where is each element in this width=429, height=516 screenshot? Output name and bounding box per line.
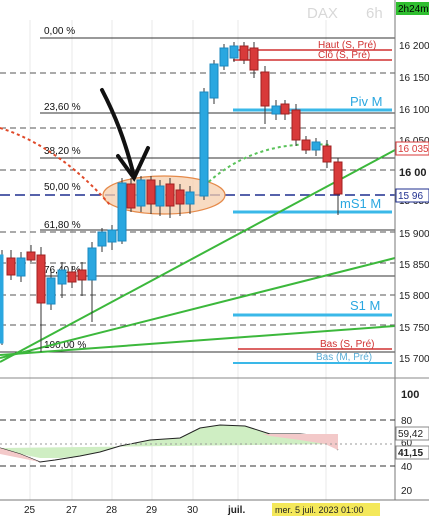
- red-dotted-curve: [0, 127, 111, 206]
- pivot-levels: [233, 108, 392, 317]
- osc-tick: 20: [401, 486, 413, 497]
- label-pivm: Piv M: [350, 94, 383, 109]
- price-tick: 15 850: [399, 260, 429, 271]
- osc-tag-b-text: 41,15: [398, 448, 423, 459]
- oscillator-pane: [0, 419, 395, 467]
- instrument-timeframe: 6h: [366, 5, 383, 22]
- price-tick: 15 750: [399, 323, 429, 334]
- price-tick: 16 150: [399, 73, 429, 84]
- osc-tick: 60: [401, 438, 413, 449]
- blue-price-tag: [395, 188, 429, 203]
- time-tick: 30: [187, 505, 199, 516]
- fib-label-0: 0,00 %: [44, 26, 75, 37]
- fib-label-382: 38,20 %: [44, 146, 81, 157]
- label-clo: Clô (S, Pré): [318, 50, 370, 61]
- clock-text: 2h24m: [398, 4, 429, 15]
- fib-label-100: 100,00 %: [44, 340, 86, 351]
- time-tick: 29: [146, 505, 158, 516]
- blue-price-text: 15 96: [398, 191, 423, 202]
- horizontal-grid: [0, 72, 395, 326]
- time-tick: juil.: [227, 505, 245, 516]
- fib-lines: [0, 37, 395, 353]
- osc-tag-b: [395, 445, 429, 460]
- osc-axis-ticks: 100 80 60 40 20: [401, 389, 419, 497]
- current-price-tag: [395, 141, 429, 156]
- current-price-text: 16 035: [398, 144, 429, 155]
- osc-tick: 100: [401, 389, 419, 401]
- time-tick: 27: [66, 505, 78, 516]
- time-cursor-text: mer. 5 juil. 2023 01:00: [275, 505, 364, 515]
- osc-tick: 80: [401, 416, 413, 427]
- time-tick: 25: [24, 505, 36, 516]
- time-tick: 28: [106, 505, 118, 516]
- price-tick: 15 700: [399, 354, 429, 365]
- fib-label-618: 61,80 %: [44, 220, 81, 231]
- label-bas-s: Bas (S, Pré): [320, 339, 374, 350]
- time-cursor-tag: [272, 503, 380, 516]
- price-tick: 15 800: [399, 291, 429, 302]
- label-s1m: S1 M: [350, 298, 380, 313]
- label-haut: Haut (S, Pré): [318, 40, 376, 51]
- annotation-arrow: [100, 88, 150, 182]
- red-levels: [233, 49, 392, 350]
- label-ms1m: mS1 M: [340, 196, 381, 211]
- price-tick: 16 100: [399, 105, 429, 116]
- price-axis-bg: [395, 0, 429, 500]
- price-tick: 16 00: [399, 167, 427, 179]
- trend-lines: [0, 149, 396, 363]
- fib-label-236: 23,60 %: [44, 102, 81, 113]
- osc-tick: 40: [401, 462, 413, 473]
- fib-label-50: 50,00 %: [44, 182, 81, 193]
- time-axis-ticks: 25 27 28 29 30 juil.: [24, 505, 245, 516]
- instrument-symbol: DAX: [307, 5, 338, 22]
- candles: [0, 42, 343, 352]
- osc-tag-a: [395, 426, 429, 441]
- price-tick: 16 200: [399, 41, 429, 52]
- label-bas-m: Bas (M, Pré): [316, 352, 372, 363]
- clock-tag: [396, 2, 429, 15]
- price-tick: 15 900: [399, 229, 429, 240]
- osc-tag-a-text: 59,42: [398, 429, 423, 440]
